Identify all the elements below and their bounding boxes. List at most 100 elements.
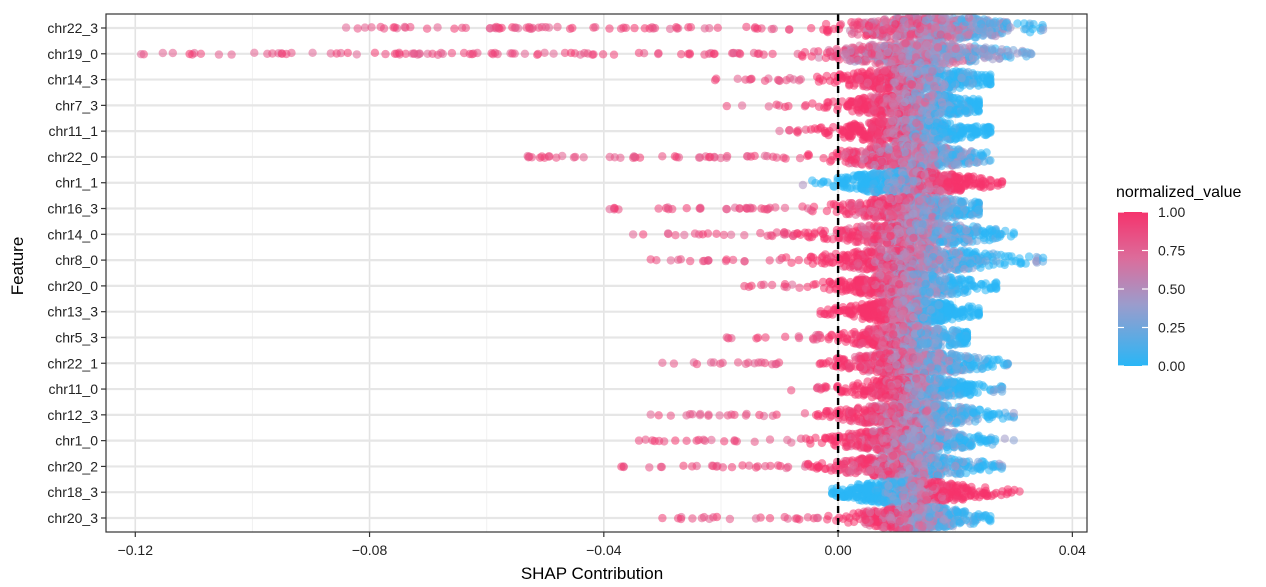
- data-point: [545, 23, 553, 31]
- data-point: [1006, 51, 1014, 59]
- data-point: [468, 50, 476, 58]
- data-point: [986, 123, 994, 131]
- data-point: [549, 50, 557, 58]
- data-point: [1013, 49, 1021, 57]
- data-point: [796, 154, 804, 162]
- data-point: [772, 101, 780, 109]
- data-point: [913, 19, 921, 27]
- data-point: [912, 119, 920, 127]
- data-point: [683, 204, 691, 212]
- data-point: [998, 45, 1006, 53]
- data-point: [822, 103, 830, 111]
- data-point: [865, 22, 873, 30]
- data-point: [956, 34, 964, 42]
- data-point: [827, 200, 835, 208]
- data-point: [939, 13, 947, 21]
- data-point: [793, 127, 801, 135]
- data-point: [1022, 25, 1030, 33]
- data-point: [761, 152, 769, 160]
- data-point: [827, 156, 835, 164]
- data-point: [268, 49, 276, 57]
- data-point: [979, 25, 987, 33]
- data-point: [742, 23, 750, 31]
- data-point: [987, 176, 995, 184]
- data-point: [710, 50, 718, 58]
- data-point: [433, 23, 441, 31]
- data-point: [775, 76, 783, 84]
- data-point: [799, 181, 807, 189]
- data-point: [738, 101, 746, 109]
- data-point: [957, 74, 965, 82]
- data-point: [169, 49, 177, 57]
- data-point: [916, 153, 924, 161]
- data-point: [654, 50, 662, 58]
- data-point: [922, 17, 930, 25]
- data-point: [450, 25, 458, 33]
- data-point: [185, 50, 193, 58]
- data-point: [888, 93, 896, 101]
- data-point: [864, 79, 872, 87]
- data-point: [885, 146, 893, 154]
- data-point: [819, 154, 827, 162]
- data-point: [900, 158, 908, 166]
- data-point: [875, 130, 883, 138]
- data-point: [734, 75, 742, 83]
- data-point: [954, 160, 962, 168]
- data-point: [975, 97, 983, 105]
- data-point: [802, 101, 810, 109]
- data-point: [857, 45, 865, 53]
- data-point: [250, 49, 258, 57]
- data-point: [684, 50, 692, 58]
- data-point: [736, 50, 744, 58]
- data-point: [741, 76, 749, 84]
- data-point: [939, 129, 947, 137]
- data-point: [354, 24, 362, 32]
- data-point: [511, 24, 519, 32]
- data-point: [886, 195, 894, 203]
- data-point: [902, 197, 910, 205]
- data-point: [508, 49, 516, 57]
- data-point: [891, 65, 899, 73]
- data-point: [197, 50, 205, 58]
- data-point: [991, 19, 999, 27]
- data-point: [865, 43, 873, 51]
- data-point: [901, 39, 909, 47]
- data-point: [723, 102, 731, 110]
- data-point: [784, 102, 792, 110]
- data-point: [462, 24, 470, 32]
- data-point: [956, 100, 964, 108]
- data-point: [616, 154, 624, 162]
- data-point: [929, 144, 937, 152]
- data-point: [977, 151, 985, 159]
- data-point: [986, 156, 994, 164]
- data-point: [630, 24, 638, 32]
- data-point: [904, 20, 912, 28]
- data-point: [928, 169, 936, 177]
- data-point: [521, 50, 529, 58]
- data-point: [942, 200, 950, 208]
- data-point: [842, 210, 850, 218]
- data-point: [926, 197, 934, 205]
- data-point: [553, 23, 561, 31]
- data-point: [952, 45, 960, 53]
- data-point: [367, 23, 375, 31]
- data-point: [892, 47, 900, 55]
- data-point: [389, 23, 397, 31]
- data-point: [965, 13, 973, 21]
- data-point: [867, 207, 875, 215]
- data-point: [706, 153, 714, 161]
- data-point: [591, 23, 599, 31]
- data-point: [605, 24, 613, 32]
- data-point: [875, 118, 883, 126]
- data-point: [893, 203, 901, 211]
- data-point: [955, 210, 963, 218]
- data-point: [949, 57, 957, 65]
- data-point: [923, 41, 931, 49]
- data-point: [921, 98, 929, 106]
- data-point: [798, 202, 806, 210]
- data-point: [807, 206, 815, 214]
- data-point: [932, 24, 940, 32]
- data-point: [159, 49, 167, 57]
- data-point: [824, 26, 832, 34]
